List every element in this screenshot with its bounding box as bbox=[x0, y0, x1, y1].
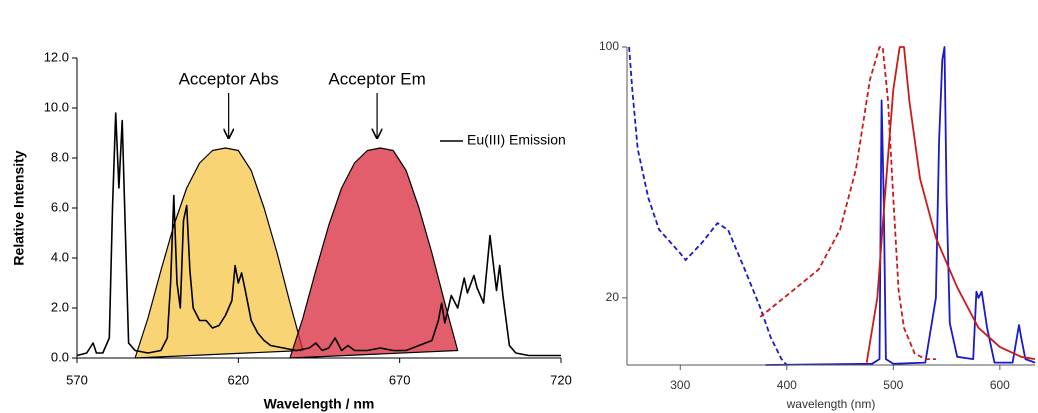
legend-label: Eu(III) Emission bbox=[467, 132, 566, 148]
y-tick-label: 12.0 bbox=[44, 49, 69, 64]
y-tick-label: 20 bbox=[606, 290, 620, 304]
left-chart: 0.0 2.0 4.0 6.0 8.0 10.0 12.0 570 620 670 720 Wavel… bbox=[11, 49, 572, 411]
annotation: Acceptor Abs bbox=[179, 69, 279, 88]
x-tick-label: 570 bbox=[66, 372, 88, 387]
y-tick-label: 4.0 bbox=[51, 249, 69, 264]
annotation: Acceptor Em bbox=[328, 69, 425, 88]
x-tick-label: 620 bbox=[227, 372, 249, 387]
area bbox=[134, 147, 304, 359]
line bbox=[759, 46, 936, 360]
x-axis-title: wavelength (nm) bbox=[786, 397, 876, 411]
x-tick-label: 720 bbox=[550, 372, 572, 387]
right-chart: 20 100 300 400 500 600 wavelength (nm) bbox=[599, 39, 1036, 411]
x-tick-label: 500 bbox=[883, 378, 903, 392]
y-axis-title: Relative Intensity bbox=[11, 150, 27, 265]
line bbox=[76, 112, 561, 357]
y-tick-label: 6.0 bbox=[51, 199, 69, 214]
line bbox=[765, 46, 1036, 366]
y-tick-label: 100 bbox=[599, 39, 619, 53]
y-tick-label: 8.0 bbox=[51, 149, 69, 164]
x-axis-title: Wavelength / nm bbox=[264, 396, 375, 412]
x-tick-label: 670 bbox=[389, 372, 411, 387]
y-tick-label: 0.0 bbox=[51, 349, 69, 364]
y-tick-label: 10.0 bbox=[44, 99, 69, 114]
x-tick-label: 600 bbox=[990, 378, 1010, 392]
y-tick-label: 2.0 bbox=[51, 299, 69, 314]
line bbox=[628, 46, 788, 366]
x-tick-label: 400 bbox=[777, 378, 797, 392]
x-tick-label: 300 bbox=[670, 378, 690, 392]
area bbox=[289, 147, 459, 359]
line bbox=[865, 46, 1036, 363]
